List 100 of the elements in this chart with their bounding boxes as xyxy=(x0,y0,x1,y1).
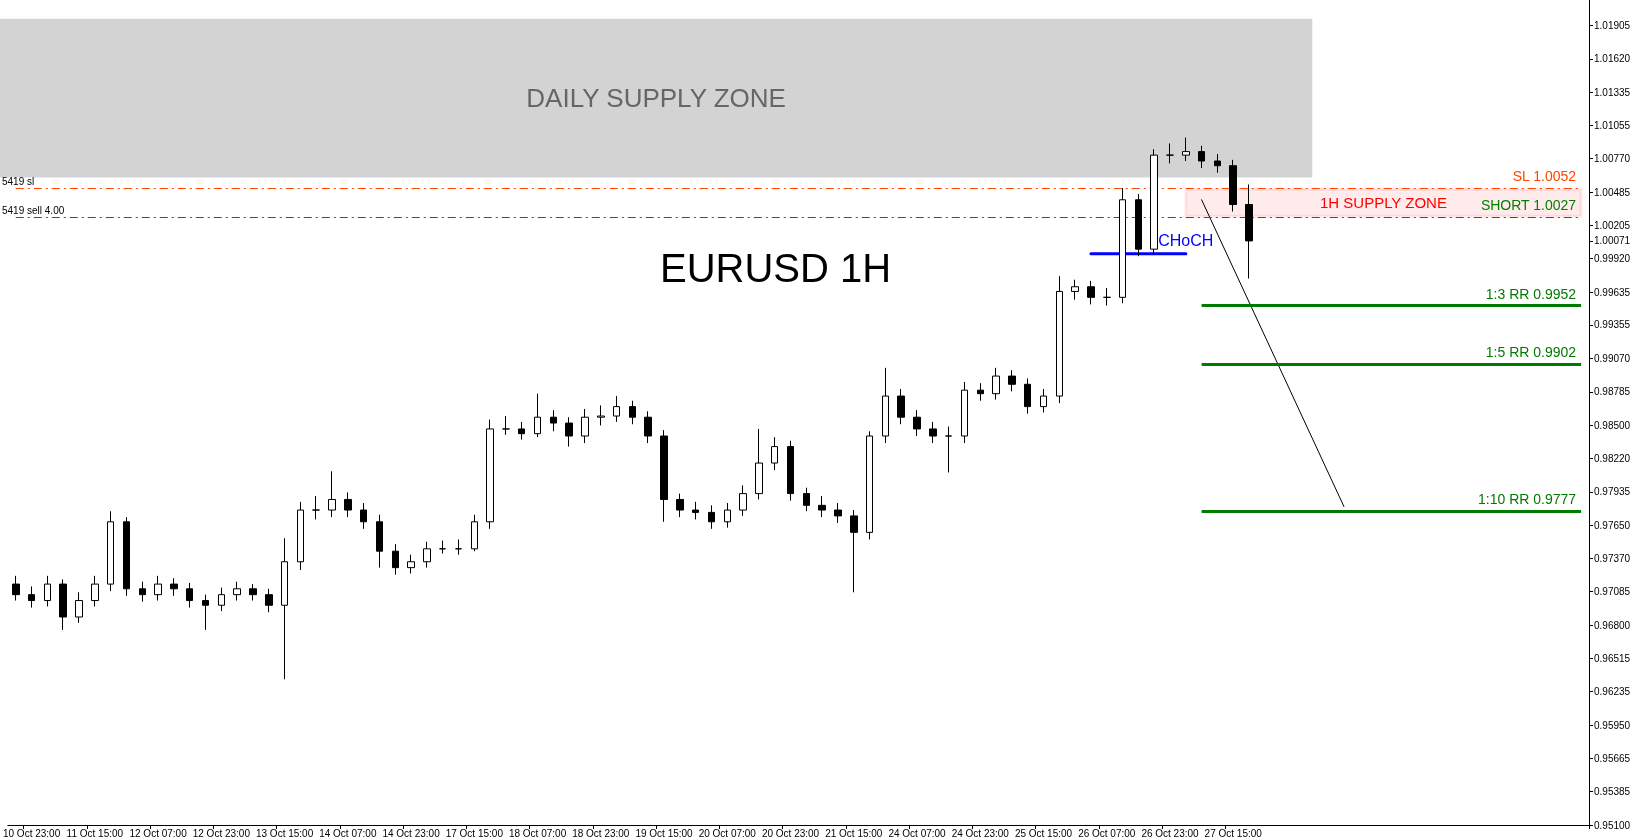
candlestick xyxy=(75,591,83,624)
candlestick xyxy=(834,502,842,524)
candlestick xyxy=(897,388,905,425)
candlestick xyxy=(1071,279,1079,301)
y-tick-label: 1.00071 xyxy=(1594,235,1631,247)
y-tick-label: 0.95950 xyxy=(1594,719,1631,731)
y-tick-label: 0.99070 xyxy=(1594,352,1631,364)
y-tick-label: 0.96515 xyxy=(1594,653,1631,665)
candlestick xyxy=(818,495,826,518)
candlestick xyxy=(708,504,715,530)
candlestick xyxy=(977,382,984,402)
x-tick-label: 11 Oct 15:00 xyxy=(66,827,124,839)
candlestick xyxy=(961,381,968,444)
candlestick xyxy=(281,537,288,680)
candlestick xyxy=(486,419,494,530)
candlestick xyxy=(1182,137,1190,162)
candlestick xyxy=(613,395,620,423)
candlestick xyxy=(1135,193,1142,257)
candlestick xyxy=(328,470,336,518)
y-tick-label: 0.97650 xyxy=(1594,519,1631,531)
y-tick-label: 0.98220 xyxy=(1594,452,1631,464)
x-tick-label: 10 Oct 23:00 xyxy=(2,827,61,839)
candlestick xyxy=(1229,159,1237,213)
candlestick xyxy=(850,509,858,593)
candlestick xyxy=(644,410,652,444)
candlestick xyxy=(502,415,510,436)
candlestick xyxy=(1040,388,1047,413)
candlestick xyxy=(59,578,67,631)
x-tick-label: 27 Oct 15:00 xyxy=(1204,827,1263,839)
candlestick xyxy=(233,581,241,602)
candlestick xyxy=(407,554,415,574)
x-tick-label: 21 Oct 15:00 xyxy=(825,827,883,839)
x-tick-label: 24 Oct 07:00 xyxy=(888,827,947,839)
y-tick-label: 0.96800 xyxy=(1594,619,1631,631)
candlestick xyxy=(755,428,763,500)
y-tick-label: 0.97935 xyxy=(1594,486,1631,498)
candlestick xyxy=(186,582,193,609)
x-tick-label: 20 Oct 23:00 xyxy=(761,827,820,839)
x-tick-label: 25 Oct 15:00 xyxy=(1014,827,1073,839)
candlestick xyxy=(439,540,446,555)
candlestick xyxy=(392,543,399,576)
y-tick-label: 0.95385 xyxy=(1594,786,1631,798)
candlestick xyxy=(170,577,178,597)
candlestick xyxy=(297,501,304,571)
y-tick-label: 0.99355 xyxy=(1594,319,1631,331)
candlestick xyxy=(676,493,684,518)
candlestick xyxy=(1008,369,1016,392)
candlestick xyxy=(376,514,383,569)
y-tick-label: 1.01055 xyxy=(1594,119,1631,131)
x-tick-label: 20 Oct 07:00 xyxy=(698,827,757,839)
candlestick xyxy=(423,541,431,569)
candlestick xyxy=(1087,280,1095,305)
x-tick-label: 12 Oct 23:00 xyxy=(192,827,251,839)
candlestick xyxy=(629,400,636,425)
candlestick xyxy=(771,436,778,471)
candlestick xyxy=(455,538,462,556)
y-tick-label: 0.99635 xyxy=(1594,286,1631,298)
candlestick xyxy=(597,404,605,426)
y-tick-label: 0.95665 xyxy=(1594,753,1631,765)
annotation: 5419 sell 4.00 xyxy=(2,204,65,216)
x-tick-label: 19 Oct 15:00 xyxy=(635,827,694,839)
x-tick-label: 26 Oct 07:00 xyxy=(1078,827,1136,839)
y-tick-label: 0.99920 xyxy=(1594,253,1631,265)
y-tick-label: 1.01335 xyxy=(1594,86,1631,98)
ref-line-label: SHORT 1.0027 xyxy=(1480,197,1577,214)
y-tick-label: 1.00485 xyxy=(1594,186,1631,198)
candlestick xyxy=(28,585,35,609)
candlestick xyxy=(913,409,921,437)
ref-line-label: SL 1.0052 xyxy=(1512,168,1577,185)
candlestick xyxy=(787,440,794,502)
candlestick xyxy=(739,484,747,517)
x-tick-label: 14 Oct 07:00 xyxy=(319,827,377,839)
candlestick xyxy=(1198,145,1205,169)
x-tick-label: 24 Oct 23:00 xyxy=(951,827,1010,839)
candlestick xyxy=(360,502,367,530)
candlestick xyxy=(866,430,873,540)
y-tick-label: 0.97085 xyxy=(1594,586,1631,598)
ref-line-label: 1:10 RR 0.9777 xyxy=(1478,491,1577,508)
y-tick-label: 0.98785 xyxy=(1594,386,1631,398)
candlestick xyxy=(265,588,273,613)
candlestick xyxy=(249,583,257,602)
candlestick xyxy=(1245,184,1253,280)
candlestick xyxy=(202,594,209,631)
candlestick xyxy=(803,487,810,512)
candlestick xyxy=(154,575,162,602)
candlestick xyxy=(692,501,699,520)
candlestick xyxy=(929,421,937,444)
x-tick-label: 13 Oct 15:00 xyxy=(255,827,314,839)
candlestick xyxy=(471,514,478,552)
text: EURUSD 1H xyxy=(660,246,892,290)
candlestick xyxy=(1056,275,1063,404)
candlestick xyxy=(12,575,20,602)
y-tick-label: 0.95100 xyxy=(1594,819,1631,831)
candlestick xyxy=(945,426,952,473)
ref-line-label: 1:3 RR 0.9952 xyxy=(1485,285,1577,302)
candlestick xyxy=(1150,148,1158,256)
candlestick xyxy=(44,575,51,607)
candlestick xyxy=(518,421,525,441)
candlestick xyxy=(992,367,1000,401)
y-tick-label: 1.01620 xyxy=(1594,53,1631,65)
